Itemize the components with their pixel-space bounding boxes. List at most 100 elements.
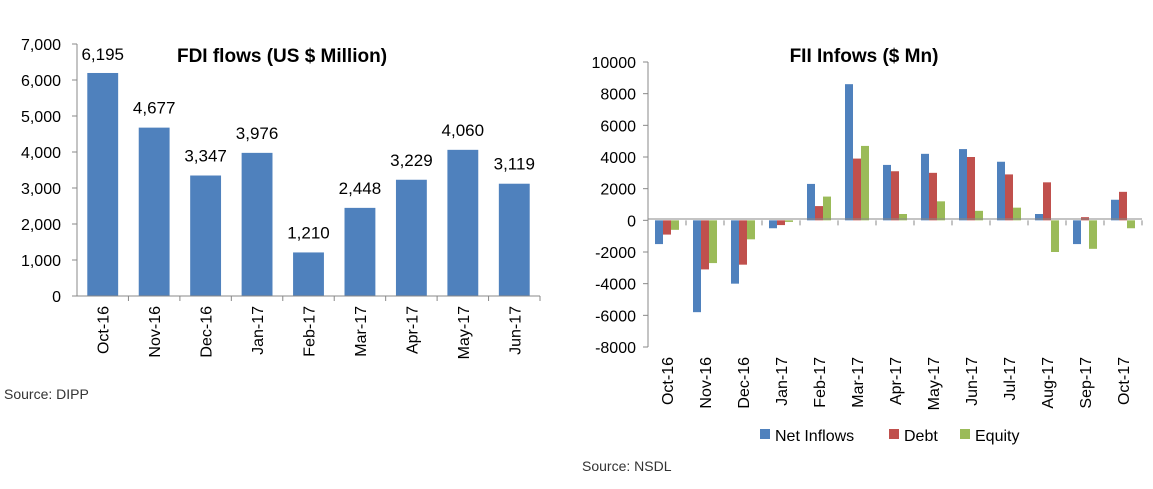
fii-y-tick-label: -6000 [595,308,636,325]
fii-y-tick-label: 4000 [600,150,636,167]
fii-bar-equity [1089,220,1097,249]
fii-bar-equity [1013,207,1021,221]
fdi-data-label: 6,195 [81,45,124,64]
fdi-data-label: 3,229 [390,151,433,170]
fdi-x-tick-label: Jun-17 [507,306,524,355]
fdi-data-label: 3,976 [236,124,279,143]
fii-bar-net-inflows [655,220,663,245]
fii-bar-net-inflows [693,220,701,313]
fdi-bar [395,179,427,296]
fii-x-tick-label: Aug-17 [1040,357,1057,409]
fdi-data-label: 3,119 [494,155,535,174]
fii-bar-net-inflows [1073,220,1081,245]
fii-x-tick-label: May-17 [926,357,943,410]
fii-bar-debt [739,220,747,265]
fii-bar-debt [777,220,785,226]
fii-bar-debt [701,220,709,270]
fii-bar-equity [975,210,983,221]
fdi-x-tick-label: Dec-16 [199,306,216,358]
fdi-bar [87,72,119,296]
fii-bar-equity [861,145,869,221]
fdi-chart: FDI flows (US $ Million) 6,195 4,677 3,347… [4,37,541,402]
fdi-x-tick-label: Oct-16 [96,306,113,354]
fii-y-tick-label: -4000 [595,277,636,294]
fdi-y-tick-label: 3,000 [21,181,61,198]
fii-x-tick-label: Feb-17 [812,357,829,408]
fdi-x-ticks: Oct-16 Nov-16 Dec-16 Jan-17 Feb-17 Mar-17 Apr-… [96,296,541,359]
fii-bar-equity [785,220,793,222]
fdi-source: Source: DIPP [4,386,89,402]
fii-bar-debt [1043,182,1051,221]
fdi-y-tick-label: 1,000 [21,253,61,270]
fii-y-tick-label: 6000 [600,118,636,135]
fdi-x-tick-label: Mar-17 [353,306,370,357]
fii-legend-label: Net Inflows [775,428,854,445]
fii-bars [655,84,1135,313]
fii-bar-debt [1005,174,1013,221]
fdi-x-tick-label: Apr-17 [404,306,421,354]
fii-y-tick-label: 0 [627,213,636,230]
fii-x-tick-label: Oct-16 [660,357,677,405]
fdi-y-tick-label: 5,000 [21,109,61,126]
fii-legend-swatch [889,429,899,439]
fii-bar-net-inflows [731,220,739,284]
fdi-bar [190,175,222,296]
fii-bar-debt [1119,191,1127,221]
fii-bar-net-inflows [997,161,1005,221]
fii-bar-net-inflows [959,149,967,221]
fii-y-tick-label: -8000 [595,340,636,357]
fdi-y-tick-label: 0 [52,289,61,306]
fii-x-tick-label: Jul-17 [1002,357,1019,401]
fdi-bar [241,152,273,296]
fdi-x-tick-label: May-17 [456,306,473,359]
fii-y-tick-label: -2000 [595,245,636,262]
fii-source: Source: NSDL [582,458,672,474]
fii-x-tick-label: Jan-17 [774,357,791,406]
fii-chart-title: FII Infows ($ Mn) [790,46,939,67]
fdi-y-ticks: 0 1,000 2,000 3,000 4,000 5,000 6,000 7,000 [21,37,77,306]
fii-legend-swatch [960,429,970,439]
fdi-x-tick-label: Feb-17 [302,306,319,357]
fii-bar-equity [671,220,679,230]
fii-bar-net-inflows [769,220,777,229]
fii-x-tick-label: Mar-17 [850,357,867,408]
fii-bar-debt [929,172,937,221]
fii-bar-net-inflows [1111,199,1119,221]
fii-bar-debt [853,158,861,221]
fii-y-tick-label: 8000 [600,87,636,104]
fii-bar-net-inflows [807,183,815,221]
fii-x-tick-label: Jun-17 [964,357,981,406]
fdi-data-labels: 6,195 4,677 3,347 3,976 1,210 2,448 3,229 4,060… [81,45,534,242]
fdi-data-label: 1,210 [287,223,330,242]
fii-bar-equity [1127,220,1135,229]
fdi-bar [138,127,170,297]
fii-bar-equity [823,196,831,221]
fdi-bar [447,149,479,296]
fii-bar-equity [937,201,945,221]
fii-legend-swatch [760,429,770,439]
fii-legend-label: Debt [904,428,938,445]
fii-bar-equity [747,220,755,240]
fii-bar-debt [967,157,975,221]
fdi-data-label: 2,448 [339,179,382,198]
fii-bar-debt [663,220,671,235]
fii-bar-equity [709,220,717,264]
fii-y-tick-label: 2000 [600,182,636,199]
fii-bar-net-inflows [1035,214,1043,221]
fii-x-tick-label: Sep-17 [1078,357,1095,409]
fii-bar-net-inflows [883,164,891,221]
fii-x-ticks: Oct-16 Nov-16 Dec-16 Jan-17 Feb-17 Mar-17 Apr-… [660,220,1143,410]
fdi-y-tick-label: 4,000 [21,145,61,162]
fdi-data-label: 4,060 [442,121,485,140]
fii-bar-net-inflows [845,84,853,221]
fdi-data-label: 3,347 [184,147,227,166]
fii-bar-equity [1051,220,1059,252]
fdi-bar [344,207,376,296]
fii-bar-debt [815,206,823,221]
fii-legend-label: Equity [975,428,1019,445]
fii-legend: Net Inflows Debt Equity [760,428,1019,445]
fdi-y-tick-label: 7,000 [21,37,61,54]
fii-x-tick-label: Dec-16 [736,357,753,409]
fii-x-tick-label: Apr-17 [888,357,905,405]
